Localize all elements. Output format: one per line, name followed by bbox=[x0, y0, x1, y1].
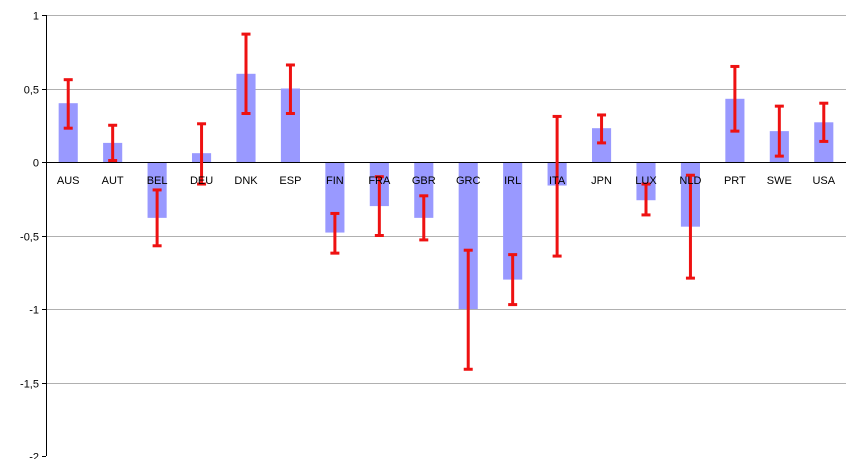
bar-grc bbox=[458, 162, 478, 309]
y-tick-label: 0,5 bbox=[24, 85, 39, 97]
y-tick-label: -1,5 bbox=[20, 379, 39, 391]
category-label-gbr: GBR bbox=[412, 175, 436, 187]
category-label-deu: DEU bbox=[190, 175, 213, 187]
y-tick-label: 1 bbox=[33, 11, 39, 23]
y-tick-labels: 1 0,5 0 -0,5 -1 -1,5 -2 bbox=[20, 11, 39, 459]
category-label-prt: PRT bbox=[724, 175, 746, 187]
bar-esp bbox=[280, 88, 300, 162]
category-label-aus: AUS bbox=[57, 175, 80, 187]
category-labels: AUS AUT BEL DEU DNK ESP FIN FRA GBR GRC IRL ITA JPN L… bbox=[57, 175, 836, 187]
bar-dnk bbox=[236, 73, 256, 162]
bar-jpn bbox=[592, 128, 612, 162]
category-label-usa: USA bbox=[812, 175, 835, 187]
error-bars bbox=[63, 32, 829, 371]
category-label-bel: BEL bbox=[147, 175, 168, 187]
y-tick-label: -2 bbox=[29, 452, 39, 459]
category-label-esp: ESP bbox=[279, 175, 301, 187]
bar-fin bbox=[325, 162, 345, 233]
category-label-fra: FRA bbox=[368, 175, 391, 187]
category-label-fin: FIN bbox=[326, 175, 344, 187]
category-label-aut: AUT bbox=[102, 175, 124, 187]
category-label-ita: ITA bbox=[549, 175, 566, 187]
category-label-lux: LUX bbox=[635, 175, 657, 187]
y-tick-label: -0,5 bbox=[20, 232, 39, 244]
bar-gbr bbox=[414, 162, 434, 218]
category-label-irl: IRL bbox=[504, 175, 521, 187]
gridlines bbox=[42, 15, 846, 457]
category-label-dnk: DNK bbox=[234, 175, 258, 187]
category-label-jpn: JPN bbox=[591, 175, 612, 187]
y-tick-label: -1 bbox=[29, 305, 39, 317]
axes bbox=[46, 15, 846, 456]
category-label-nld: NLD bbox=[679, 175, 701, 187]
bar-irl bbox=[503, 162, 523, 280]
category-label-swe: SWE bbox=[767, 175, 792, 187]
y-tick-label: 0 bbox=[33, 158, 39, 170]
bar-lux bbox=[636, 162, 656, 201]
bar-aus bbox=[58, 103, 78, 162]
category-label-grc: GRC bbox=[456, 175, 481, 187]
bars bbox=[58, 73, 834, 309]
